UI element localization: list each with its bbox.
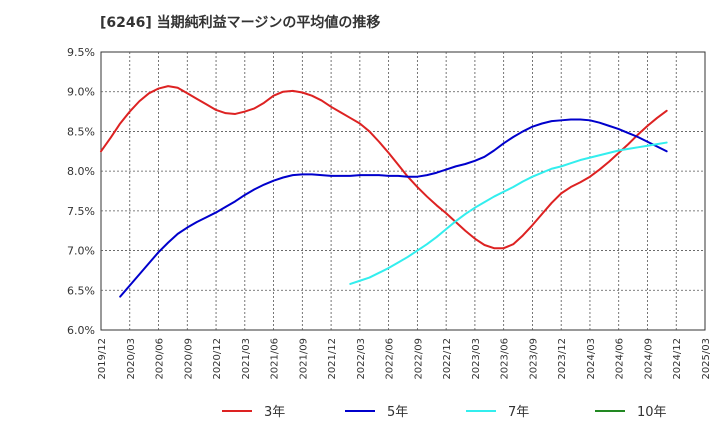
chart-title: [6246] 当期純利益マージンの平均値の推移 [100,14,380,31]
x-tick-label: 2023/09 [528,338,539,380]
x-tick-label: 2020/03 [126,338,137,380]
x-tick-label: 2024/06 [615,338,626,380]
x-tick-label: 2020/09 [183,338,194,380]
y-axis: 6.0% 6.5% 7.0% 7.5% 8.0% 8.5% 9.0% 9.5% [67,46,95,337]
x-tick-label: 2021/09 [298,338,309,380]
y-tick-label: 7.0% [67,245,95,258]
x-tick-label: 2023/06 [500,338,511,380]
y-tick-label: 8.5% [67,125,95,138]
y-tick-label: 9.0% [67,86,95,99]
legend-label: 7年 [508,405,529,420]
x-tick-label: 2021/03 [241,338,252,380]
x-tick-label: 2024/12 [672,338,683,380]
x-axis: 2019/12 2020/03 2020/06 2020/09 2020/12 2021/… [97,338,712,380]
series-line-1 [100,85,668,250]
x-tick-label: 2024/03 [586,338,597,380]
x-tick-label: 2021/12 [327,338,338,380]
x-tick-label: 2022/06 [385,338,396,380]
y-tick-label: 6.5% [67,284,95,297]
x-tick-label: 2025/03 [701,338,712,380]
y-tick-label: 9.5% [67,46,95,59]
series-line-2 [119,118,668,298]
x-tick-label: 2024/09 [643,338,654,380]
legend-label: 3年 [264,405,285,420]
plot-frame [100,51,706,331]
legend: 3年 5年 7年 10年 [222,405,667,420]
series-line-3 [349,141,668,285]
x-tick-label: 2020/12 [212,338,223,380]
x-tick-label: 2022/09 [413,338,424,380]
x-tick-label: 2019/12 [97,338,108,380]
series-lines [100,85,668,298]
x-tick-label: 2023/03 [471,338,482,380]
legend-label: 5年 [387,405,408,420]
legend-label: 10年 [637,405,667,420]
plot-area [100,51,706,331]
y-tick-label: 8.0% [67,165,95,178]
y-tick-label: 7.5% [67,205,95,218]
x-tick-label: 2022/12 [442,338,453,380]
x-tick-label: 2020/06 [155,338,166,380]
x-tick-label: 2021/06 [270,338,281,380]
x-tick-label: 2023/12 [557,338,568,380]
x-tick-label: 2022/03 [356,338,367,380]
y-tick-label: 6.0% [67,324,95,337]
